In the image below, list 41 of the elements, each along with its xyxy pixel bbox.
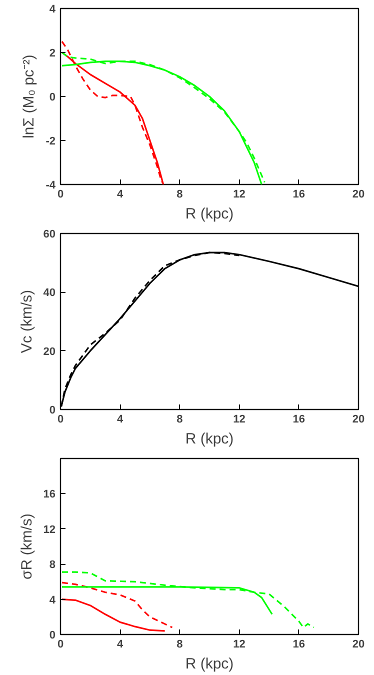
x-tick-label: 16 (292, 638, 306, 650)
line-series (61, 571, 315, 628)
x-tick-label: 8 (176, 414, 183, 426)
x-tick-label: 8 (176, 188, 183, 200)
x-tick-label: 12 (233, 188, 246, 200)
y-axis-title: lnΣ (M₀ pc⁻²) (20, 54, 38, 138)
x-axis-title: R (kpc) (185, 656, 234, 672)
y-tick-label: 2 (49, 48, 56, 60)
y-tick-label: 12 (43, 524, 56, 536)
x-tick-label: 16 (292, 414, 306, 426)
y-tick-label: 60 (43, 228, 56, 240)
x-tick-label: 20 (352, 414, 365, 426)
line-series (61, 598, 166, 632)
x-tick-label: 0 (57, 414, 64, 426)
x-tick-label: 20 (352, 188, 365, 200)
y-tick-label: -4 (46, 180, 56, 192)
x-tick-label: 4 (117, 188, 124, 200)
x-axis-title: R (kpc) (185, 430, 234, 448)
x-tick-label: 16 (292, 188, 306, 200)
y-tick-label: 0 (49, 404, 56, 416)
y-axis-title: Vc (km/s) (18, 290, 36, 354)
x-tick-label: 20 (352, 638, 365, 650)
y-tick-label: 0 (49, 92, 56, 104)
y-tick-label: 20 (43, 346, 56, 358)
x-tick-label: 8 (176, 638, 183, 650)
x-axis-title: R (kpc) (185, 206, 234, 222)
y-tick-label: -2 (46, 136, 56, 148)
y-tick-label: 4 (49, 594, 56, 606)
y-axis-title: σR (km/s) (18, 514, 36, 580)
line-series (61, 582, 174, 628)
x-tick-label: 0 (57, 638, 64, 650)
x-tick-label: 12 (233, 414, 246, 426)
x-tick-label: 4 (117, 414, 124, 426)
x-tick-label: 4 (117, 638, 124, 650)
y-tick-label: 0 (49, 630, 56, 642)
y-tick-label: 16 (43, 488, 56, 501)
x-tick-label: 12 (233, 638, 246, 650)
y-tick-label: 40 (43, 287, 56, 300)
y-tick-label: 8 (49, 559, 56, 572)
y-tick-label: 4 (49, 4, 56, 16)
x-tick-label: 0 (57, 188, 64, 200)
